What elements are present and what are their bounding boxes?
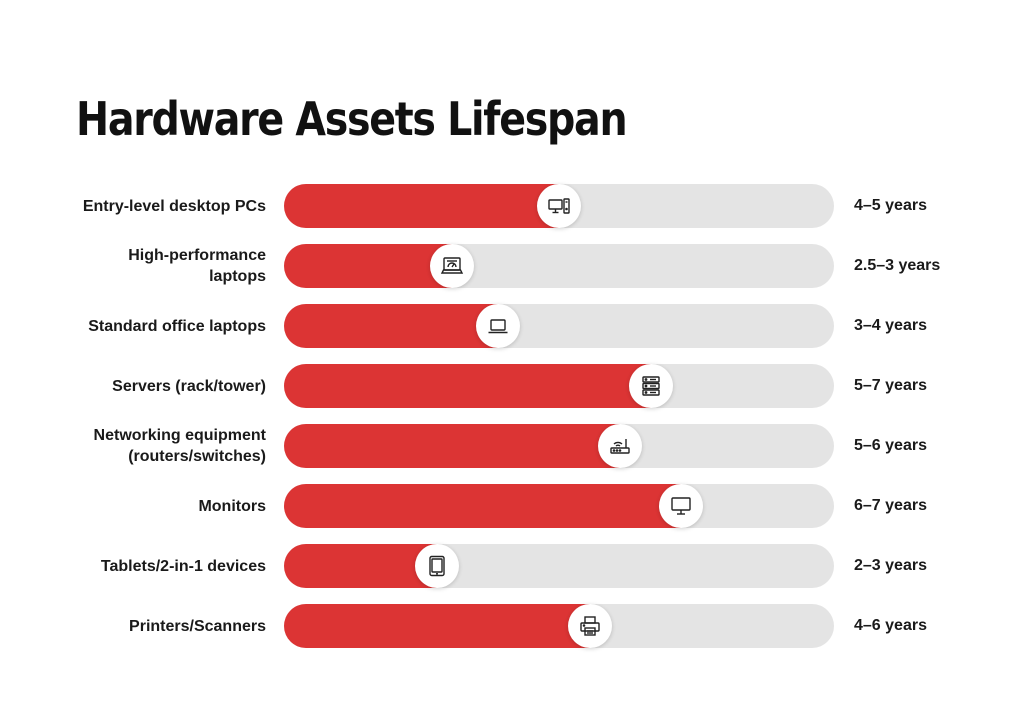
printer-icon <box>568 604 612 648</box>
bar-track <box>284 424 834 468</box>
bar-track <box>284 304 834 348</box>
category-label: Networking equipment (routers/switches) <box>93 427 266 465</box>
bar-track <box>284 484 834 528</box>
bar-row: Networking equipment (routers/switches) 5… <box>0 424 1024 468</box>
bar-row: Printers/Scanners 4–6 years <box>0 604 1024 648</box>
category-label: High-performance laptops <box>128 247 266 285</box>
value-label: 4–5 years <box>854 197 927 214</box>
laptop-icon <box>476 304 520 348</box>
performance-laptop-icon <box>430 244 474 288</box>
category-label: Servers (rack/tower) <box>112 377 266 395</box>
bar-fill <box>284 364 651 408</box>
bar-row: Monitors 6–7 years <box>0 484 1024 528</box>
monitor-icon <box>659 484 703 528</box>
value-label: 5–6 years <box>854 437 927 454</box>
bar-fill <box>284 304 498 348</box>
value-label: 6–7 years <box>854 497 927 514</box>
category-label: Standard office laptops <box>88 317 266 335</box>
bar-track <box>284 544 834 588</box>
bar-row: Tablets/2-in-1 devices 2–3 years <box>0 544 1024 588</box>
server-icon <box>629 364 673 408</box>
category-label: Printers/Scanners <box>129 617 266 635</box>
bar-fill <box>284 604 590 648</box>
desktop-pc-icon <box>537 184 581 228</box>
bar-fill <box>284 244 452 288</box>
bar-track <box>284 364 834 408</box>
bar-track <box>284 604 834 648</box>
category-label: Entry-level desktop PCs <box>82 197 266 215</box>
bar-track <box>284 244 834 288</box>
chart-title: Hardware Assets Lifespan <box>76 92 628 146</box>
bar-row: Servers (rack/tower) 5–7 years <box>0 364 1024 408</box>
bar-fill <box>284 544 437 588</box>
router-icon <box>598 424 642 468</box>
bar-track <box>284 184 834 228</box>
bar-fill <box>284 184 559 228</box>
value-label: 2.5–3 years <box>854 257 941 274</box>
category-label: Monitors <box>198 497 266 515</box>
bar-fill <box>284 424 620 468</box>
value-label: 4–6 years <box>854 617 927 634</box>
bar-fill <box>284 484 681 528</box>
bar-row: High-performance laptops 2.5–3 years <box>0 244 1024 288</box>
bar-row: Standard office laptops 3–4 years <box>0 304 1024 348</box>
value-label: 2–3 years <box>854 557 927 574</box>
tablet-icon <box>415 544 459 588</box>
value-label: 3–4 years <box>854 317 927 334</box>
bar-row: Entry-level desktop PCs 4–5 years <box>0 184 1024 228</box>
category-label: Tablets/2-in-1 devices <box>100 557 266 575</box>
value-label: 5–7 years <box>854 377 927 394</box>
